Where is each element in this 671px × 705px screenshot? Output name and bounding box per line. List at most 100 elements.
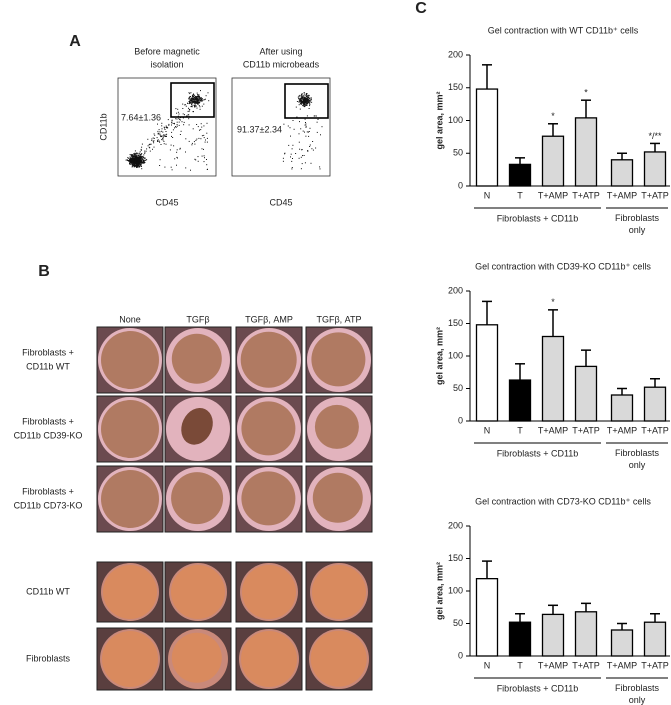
event-dot: [144, 161, 145, 163]
event-dot: [302, 155, 303, 157]
event-dot: [301, 101, 303, 103]
event-dot: [182, 113, 184, 115]
event-dot: [134, 150, 136, 152]
x-tick-label: T+ATP: [641, 425, 669, 435]
event-dot: [141, 168, 143, 170]
gate-label: 91.37±2.34: [237, 124, 282, 134]
event-dot: [307, 100, 309, 101]
event-dot: [177, 108, 179, 110]
event-dot: [195, 99, 197, 101]
event-dot: [137, 163, 139, 165]
event-dot: [197, 101, 198, 103]
row-label: CD11b WT: [26, 361, 70, 371]
event-dot: [163, 134, 165, 136]
event-dot: [139, 151, 141, 153]
event-dot: [131, 161, 133, 163]
event-dot: [190, 169, 191, 171]
event-dot: [142, 161, 143, 163]
event-dot: [297, 96, 299, 98]
event-dot: [298, 141, 300, 143]
event-dot: [133, 155, 135, 157]
event-dot: [198, 101, 199, 103]
gel: [171, 333, 222, 384]
event-dot: [189, 93, 191, 95]
event-dot: [196, 107, 198, 109]
event-dot: [179, 148, 181, 150]
row-label: Fibroblasts +: [22, 347, 74, 357]
event-dot: [176, 149, 178, 151]
event-dot: [145, 150, 147, 152]
event-dot: [197, 103, 198, 105]
event-dot: [309, 98, 311, 99]
event-dot: [199, 97, 201, 99]
event-dot: [146, 159, 148, 161]
event-dot: [131, 162, 133, 164]
event-dot: [300, 103, 302, 105]
event-dot: [201, 100, 203, 102]
event-dot: [179, 134, 181, 135]
event-dot: [292, 158, 293, 159]
event-dot: [282, 160, 284, 162]
event-dot: [156, 137, 158, 139]
event-dot: [194, 143, 196, 145]
event-dot: [162, 137, 164, 139]
event-dot: [308, 96, 309, 98]
gel: [102, 631, 158, 687]
event-dot: [207, 92, 209, 94]
event-dot: [309, 103, 311, 105]
bar: [541, 335, 565, 422]
event-dot: [305, 122, 306, 123]
event-dot: [130, 163, 132, 165]
event-dot: [284, 152, 286, 154]
bar: [643, 151, 667, 187]
x-tick-label: T+AMP: [538, 425, 568, 435]
event-dot: [191, 144, 193, 146]
row-label: CD11b WT: [26, 586, 70, 596]
event-dot: [159, 133, 161, 135]
event-dot: [157, 140, 158, 142]
event-dot: [196, 138, 198, 140]
event-dot: [306, 101, 308, 103]
event-dot: [192, 94, 194, 96]
event-dot: [291, 167, 293, 168]
event-dot: [302, 98, 304, 100]
event-dot: [191, 142, 193, 144]
event-dot: [189, 101, 191, 103]
event-dot: [173, 122, 175, 124]
event-dot: [130, 159, 132, 161]
gel: [312, 472, 363, 523]
event-dot: [310, 98, 312, 100]
event-dot: [321, 126, 323, 128]
event-dot: [188, 101, 190, 102]
event-dot: [304, 101, 306, 103]
event-dot: [293, 128, 295, 130]
event-dot: [153, 142, 155, 144]
event-dot: [308, 101, 310, 103]
event-dot: [138, 162, 140, 164]
event-dot: [174, 158, 176, 160]
column-header: TGFβ, ATP: [316, 314, 361, 324]
event-dot: [193, 94, 195, 96]
event-dot: [191, 99, 193, 101]
bar: [475, 324, 499, 422]
event-dot: [315, 147, 317, 149]
event-dot: [190, 92, 192, 94]
event-dot: [292, 120, 294, 121]
y-tick-label: 200: [448, 285, 463, 295]
event-dot: [130, 155, 132, 157]
event-dot: [308, 102, 310, 104]
event-dot: [159, 165, 161, 166]
event-dot: [188, 98, 190, 100]
event-dot: [134, 159, 136, 160]
event-dot: [131, 157, 132, 159]
event-dot: [175, 126, 176, 128]
event-dot: [198, 95, 200, 97]
event-dot: [304, 99, 306, 101]
event-dot: [191, 96, 193, 98]
event-dot: [193, 98, 195, 100]
event-dot: [301, 98, 303, 100]
event-dot: [140, 149, 142, 151]
event-dot: [287, 125, 289, 127]
event-dot: [165, 134, 167, 136]
event-dot: [176, 124, 178, 126]
